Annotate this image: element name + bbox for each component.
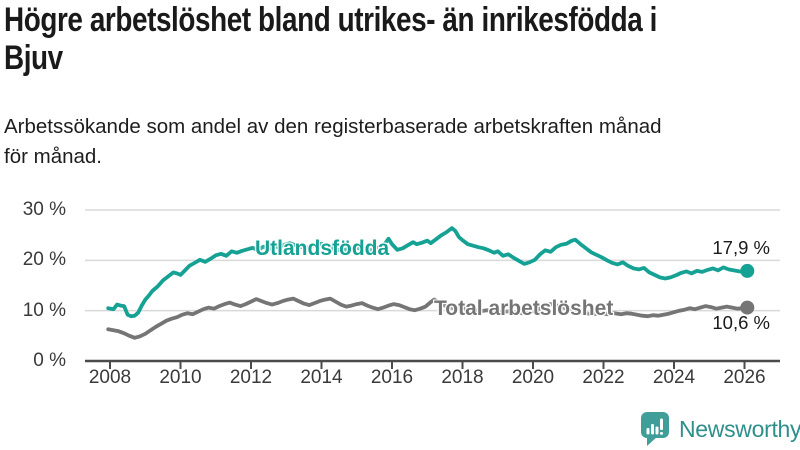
x-axis-tick-label: 2014: [300, 367, 343, 388]
x-axis-tick-label: 2012: [229, 367, 273, 388]
series-end-dot-0: [740, 263, 755, 278]
end-value-label-total-arbetsloshet: 10,6 %: [712, 312, 770, 333]
x-axis-tick-label: 2024: [652, 367, 696, 388]
newsworthy-speech-bubble-chart-icon: [641, 412, 669, 446]
series-end-dot-1: [740, 300, 755, 315]
x-axis-tick-label: 2022: [582, 367, 625, 388]
y-axis-tick-label: 10 %: [22, 299, 66, 321]
series-label-total-arbetsloshet: Total arbetslöshet: [434, 297, 614, 320]
page-title: Högre arbetslöshet bland utrikes- än inr…: [4, 1, 657, 77]
series-line-0: [106, 226, 750, 319]
x-axis-tick-label: 2020: [511, 367, 555, 388]
x-axis-tick-label: 2018: [441, 367, 484, 388]
x-axis-tick-label: 2008: [88, 367, 132, 388]
chart-subtitle: Arbetssökande som andel av den registerb…: [4, 112, 662, 171]
end-value-label-utlandsfodda: 17,9 %: [712, 237, 770, 258]
x-axis-tick-label: 2016: [370, 367, 414, 388]
y-axis-tick-label: 20 %: [22, 249, 66, 271]
y-axis-tick-label: 0 %: [33, 350, 66, 371]
page-title-line-2: Bjuv: [4, 39, 63, 77]
x-axis-tick-label: 2010: [159, 367, 202, 388]
y-axis-tick-label: 30 %: [22, 199, 66, 220]
page-title-line-1: Högre arbetslöshet bland utrikes- än inr…: [4, 1, 658, 39]
series-line-1: [106, 296, 750, 340]
chart-subtitle-line-1: Arbetssökande som andel av den registerb…: [4, 115, 662, 138]
newsworthy-logo[interactable]: Newsworthy: [638, 411, 800, 447]
x-axis-tick-label: 2026: [723, 367, 766, 388]
series-label-utlandsfodda: Utlandsfödda: [255, 237, 390, 260]
newsworthy-logo-text: Newsworthy: [679, 415, 800, 442]
chart-subtitle-line-2: för månad.: [4, 144, 102, 168]
